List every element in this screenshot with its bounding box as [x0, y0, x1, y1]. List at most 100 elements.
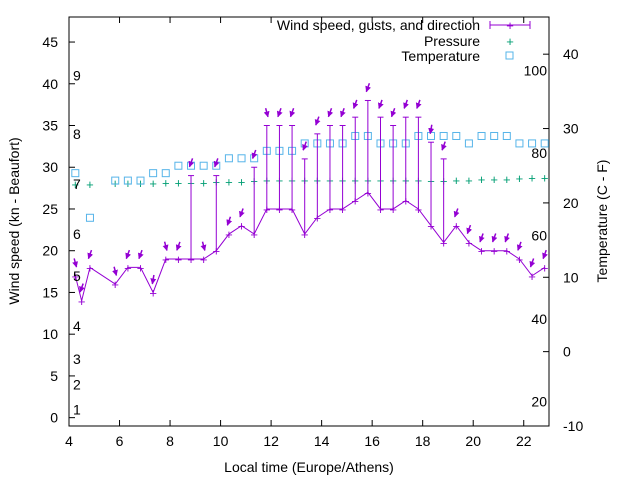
wind-speed-point: +: [326, 202, 334, 217]
wind-direction-arrow: [175, 241, 182, 251]
wind-direction-arrow: [441, 141, 447, 151]
temperature-point: [452, 131, 461, 140]
x-tick-label: 6: [116, 433, 124, 449]
x-tick-label: 12: [263, 433, 279, 449]
temperature-point: [161, 169, 170, 178]
wind-speed-point: +: [478, 244, 486, 259]
data-layer: + + + + + + + + + + + + + + + + + + + + + + + + + + + + + + + + + + + + + + + +…: [71, 82, 549, 309]
pressure-point: +: [200, 175, 208, 190]
wind-direction-arrow: [390, 108, 397, 118]
wind-speed-point: +: [389, 202, 397, 217]
x-tick-label: 16: [364, 433, 380, 449]
wind-speed-point: +: [276, 202, 284, 217]
pressure-point: +: [452, 173, 460, 188]
y2-tick-label: 10: [563, 269, 579, 285]
temperature-point: [123, 176, 132, 185]
legend-marker-pressure: +: [506, 34, 514, 49]
wind-speed-point: +: [452, 219, 460, 234]
temperature-point: [464, 139, 473, 148]
wind-speed-point: +: [137, 260, 145, 275]
wind-direction-arrow: [352, 99, 359, 109]
pressure-point: +: [541, 170, 549, 185]
legend-marker-temperature: [505, 51, 514, 60]
wind-direction-arrow: [200, 241, 207, 251]
wind-direction-arrow: [276, 108, 283, 118]
beaufort-label: 1: [73, 401, 81, 417]
wind-direction-arrow: [263, 107, 270, 118]
pressure-point: +: [503, 172, 511, 187]
fahrenheit-label: 20: [531, 393, 547, 409]
y2-tick-label: 0: [563, 344, 571, 360]
wind-speed-point: +: [86, 260, 94, 275]
y-tick-label: 5: [50, 368, 58, 384]
wind-direction-arrow: [516, 241, 523, 251]
y2-axis-label: Temperature (C - F): [594, 160, 610, 283]
wind-speed-point: +: [72, 269, 80, 284]
wind-direction-arrow: [87, 249, 94, 260]
beaufort-label: 7: [73, 176, 81, 192]
wind-direction-arrow: [377, 99, 384, 109]
wind-speed-point: +: [187, 252, 195, 267]
wind-speed-point: +: [162, 252, 170, 267]
pressure-point: +: [72, 177, 80, 192]
y2-tick-label: 40: [563, 46, 579, 62]
x-tick-label: 10: [213, 433, 229, 449]
temperature-point: [502, 131, 511, 140]
wind-direction-arrow: [479, 233, 485, 243]
x-tick-label: 18: [415, 433, 431, 449]
wind-direction-arrow: [226, 216, 233, 226]
wind-direction-arrow: [327, 108, 334, 118]
wind-speed-point: +: [288, 202, 296, 217]
x-axis-label: Local time (Europe/Athens): [224, 459, 394, 475]
wind-direction-arrow: [365, 82, 371, 93]
y-tick-label: 40: [42, 76, 58, 92]
pressure-point: +: [225, 174, 233, 189]
temperature-point: [85, 213, 94, 222]
wind-direction-arrow: [239, 208, 245, 218]
wind-speed-point: +: [440, 235, 448, 250]
wind-speed-point: +: [78, 294, 86, 309]
wind-direction-arrow: [289, 108, 296, 118]
axes-layer: 4 6 8 10 12 14 16 18 20 22051015202530354045-1001…: [42, 17, 583, 449]
y-tick-label: 25: [42, 201, 58, 217]
x-tick-label: 22: [516, 433, 532, 449]
y-axis-label: Wind speed (kn - Beaufort): [6, 137, 22, 304]
temperature-point: [439, 131, 448, 140]
wind-speed-point: +: [250, 227, 258, 242]
pressure-point: +: [516, 171, 524, 186]
temperature-point: [111, 176, 120, 185]
wind-direction-arrow: [251, 149, 258, 160]
wind-direction-arrow: [79, 283, 85, 293]
wind-speed-point: +: [427, 219, 435, 234]
fahrenheit-label: 100: [524, 63, 548, 79]
temperature-point: [477, 131, 486, 140]
temperature-point: [71, 169, 80, 178]
wind-speed-point: +: [111, 277, 119, 292]
wind-speed-point: +: [503, 244, 511, 259]
wind-speed-point: +: [415, 202, 423, 217]
temperature-point: [224, 154, 233, 163]
pressure-point: +: [175, 175, 183, 190]
temperature-point: [528, 139, 537, 148]
wind-direction-arrow: [112, 266, 118, 277]
pressure-point: +: [86, 177, 94, 192]
pressure-point: +: [162, 175, 170, 190]
wind-direction-arrow: [188, 158, 195, 168]
temperature-point: [427, 131, 436, 140]
wind-speed-point: +: [528, 269, 536, 284]
wind-speed-point: +: [377, 202, 385, 217]
wind-speed-point: +: [200, 252, 208, 267]
wind-direction-arrow: [428, 124, 435, 135]
wind-direction-arrow: [504, 233, 510, 243]
temperature-point: [237, 154, 246, 163]
wind-direction-arrow: [125, 249, 131, 260]
pressure-point: +: [149, 176, 157, 191]
temperature-point: [199, 161, 208, 170]
y-tick-label: 20: [42, 243, 58, 259]
wind-direction-arrow: [403, 99, 409, 109]
pressure-point: +: [490, 172, 498, 187]
y-tick-label: 35: [42, 118, 58, 134]
temperature-point: [149, 169, 158, 178]
wind-direction-arrow: [137, 249, 144, 260]
